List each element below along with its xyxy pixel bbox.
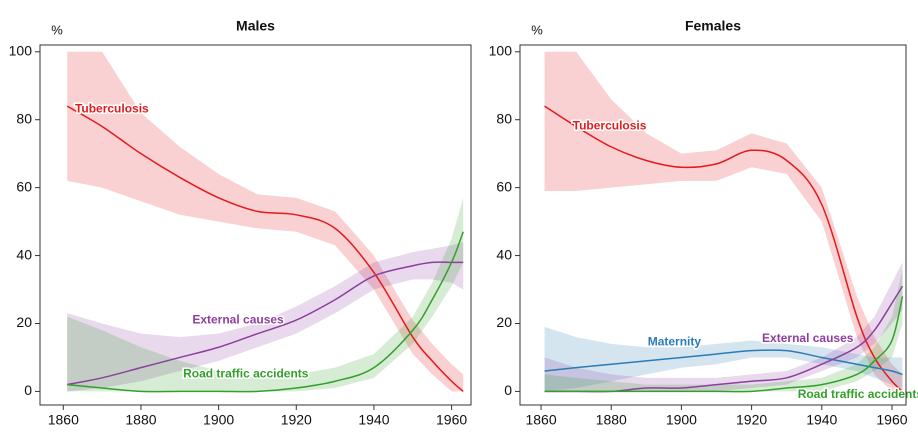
y-tick-label: 100	[9, 42, 33, 58]
chart-title: Females	[685, 18, 741, 34]
plot-frame	[519, 44, 907, 406]
confidence-band	[67, 241, 464, 392]
series-label: Tuberculosis	[75, 102, 149, 116]
y-tick-label: 40	[496, 246, 512, 262]
y-tick-label: 20	[496, 314, 512, 330]
trend-line	[544, 105, 904, 392]
series-label: External causes	[762, 331, 854, 345]
plot-area	[544, 51, 904, 393]
x-tick-label: 1960	[436, 412, 467, 428]
x-tick-label: 1900	[203, 412, 234, 428]
series-label: Road traffic accidents	[183, 367, 309, 381]
x-tick-label: 1920	[281, 412, 312, 428]
trend-line	[544, 349, 903, 376]
trend-line	[67, 231, 464, 393]
trend-line	[67, 261, 464, 386]
confidence-band	[67, 51, 464, 392]
y-tick-label: 60	[16, 178, 32, 194]
y-tick-label: 0	[504, 382, 512, 398]
x-tick-label: 1880	[125, 412, 156, 428]
y-tick-label: 80	[16, 110, 32, 126]
x-tick-label: 1860	[525, 412, 556, 428]
x-tick-label: 1900	[666, 412, 697, 428]
plot-area	[66, 51, 464, 393]
confidence-band	[544, 326, 903, 392]
x-tick-label: 1920	[736, 412, 767, 428]
series-label: Tuberculosis	[573, 119, 647, 133]
plot-frame	[39, 44, 472, 406]
y-tick-label: 100	[489, 42, 513, 58]
confidence-band	[544, 51, 903, 392]
trend-line	[66, 105, 464, 392]
series-label: Road traffic accidents	[798, 387, 918, 401]
trend-line	[544, 296, 904, 393]
y-tick-label: 40	[16, 246, 32, 262]
x-tick-label: 1940	[806, 412, 837, 428]
y-tick-label: 20	[16, 314, 32, 330]
y-tick-label: 80	[496, 110, 512, 126]
y-axis-label: %	[51, 22, 63, 37]
confidence-band	[544, 269, 903, 392]
y-axis-label: %	[531, 22, 543, 37]
chart-title: Males	[236, 18, 275, 34]
x-tick-label: 1960	[876, 412, 907, 428]
series-label: Maternity	[648, 334, 702, 348]
x-tick-label: 1880	[596, 412, 627, 428]
series-label: External causes	[192, 312, 284, 326]
y-tick-label: 60	[496, 178, 512, 194]
confidence-band	[544, 262, 903, 392]
confidence-band	[67, 197, 464, 392]
x-tick-label: 1860	[48, 412, 79, 428]
x-tick-label: 1940	[358, 412, 389, 428]
y-tick-label: 0	[24, 382, 32, 398]
